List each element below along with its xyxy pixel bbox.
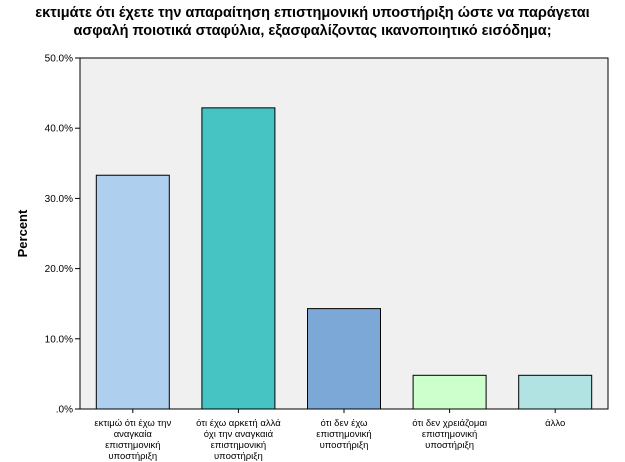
x-tick-label: ότι δεν έχω επιστημονική υποστήριξη <box>316 418 371 451</box>
y-tick-label: 10.0% <box>45 334 73 345</box>
x-tick-label-line: επιστημονική <box>316 429 371 440</box>
x-tick-label-line: άλλο <box>545 418 565 429</box>
x-tick-label-line: υποστήριξη <box>320 440 369 451</box>
bar <box>307 308 381 410</box>
x-tick-label: ότι έχω αρκετή αλλά όχι την αναγκαιά επιστ… <box>196 418 281 462</box>
y-tick-label: 50.0% <box>45 54 73 65</box>
x-tick-label-line: υποστήριξη <box>214 451 263 462</box>
x-tick-label: άλλο <box>545 418 565 429</box>
x-tick-label-line: υποστήριξη <box>425 440 474 451</box>
chart-title: εκτιμάτε ότι έχετε την απαραίτηση επιστη… <box>0 4 625 40</box>
x-tick-label-line: όχι την αναγκαιά <box>204 429 274 440</box>
x-tick-label: εκτιμώ ότι έχω την αναγκαία επιστημονική υπ… <box>94 418 171 462</box>
x-tick-label-line: ότι δεν χρειάζομαι <box>412 418 487 429</box>
x-tick-label-line: επιστημονική <box>105 440 160 451</box>
y-tick-label: 20.0% <box>45 264 73 275</box>
x-tick-label-line: υποστήριξη <box>108 451 157 462</box>
x-tick-label-line: ότι έχω αρκετή αλλά <box>196 418 281 429</box>
chart-title-line-2: ασφαλή ποιοτικά σταφύλια, εξασφαλίζοντας… <box>73 23 552 39</box>
x-tick-label-line: αναγκαία <box>114 429 153 440</box>
bar <box>518 374 593 410</box>
chart-title-line-1: εκτιμάτε ότι έχετε την απαραίτηση επιστη… <box>35 5 590 21</box>
bar <box>201 107 276 410</box>
x-tick-label-line: ότι δεν έχω <box>321 418 369 429</box>
x-tick-label: ότι δεν χρειάζομαι επιστημονική υποστήριξη <box>412 418 487 451</box>
bar <box>412 374 487 410</box>
x-tick-label-line: επιστημονική <box>211 440 266 451</box>
bar <box>95 174 170 410</box>
y-tick-label: 40.0% <box>45 124 73 135</box>
y-tick-label: 30.0% <box>45 194 73 205</box>
y-tick-label: .0% <box>56 405 73 416</box>
y-axis-title: Percent <box>15 209 30 257</box>
x-tick-label-line: εκτιμώ ότι έχω την <box>94 418 171 429</box>
x-tick-label-line: επιστημονική <box>422 429 477 440</box>
